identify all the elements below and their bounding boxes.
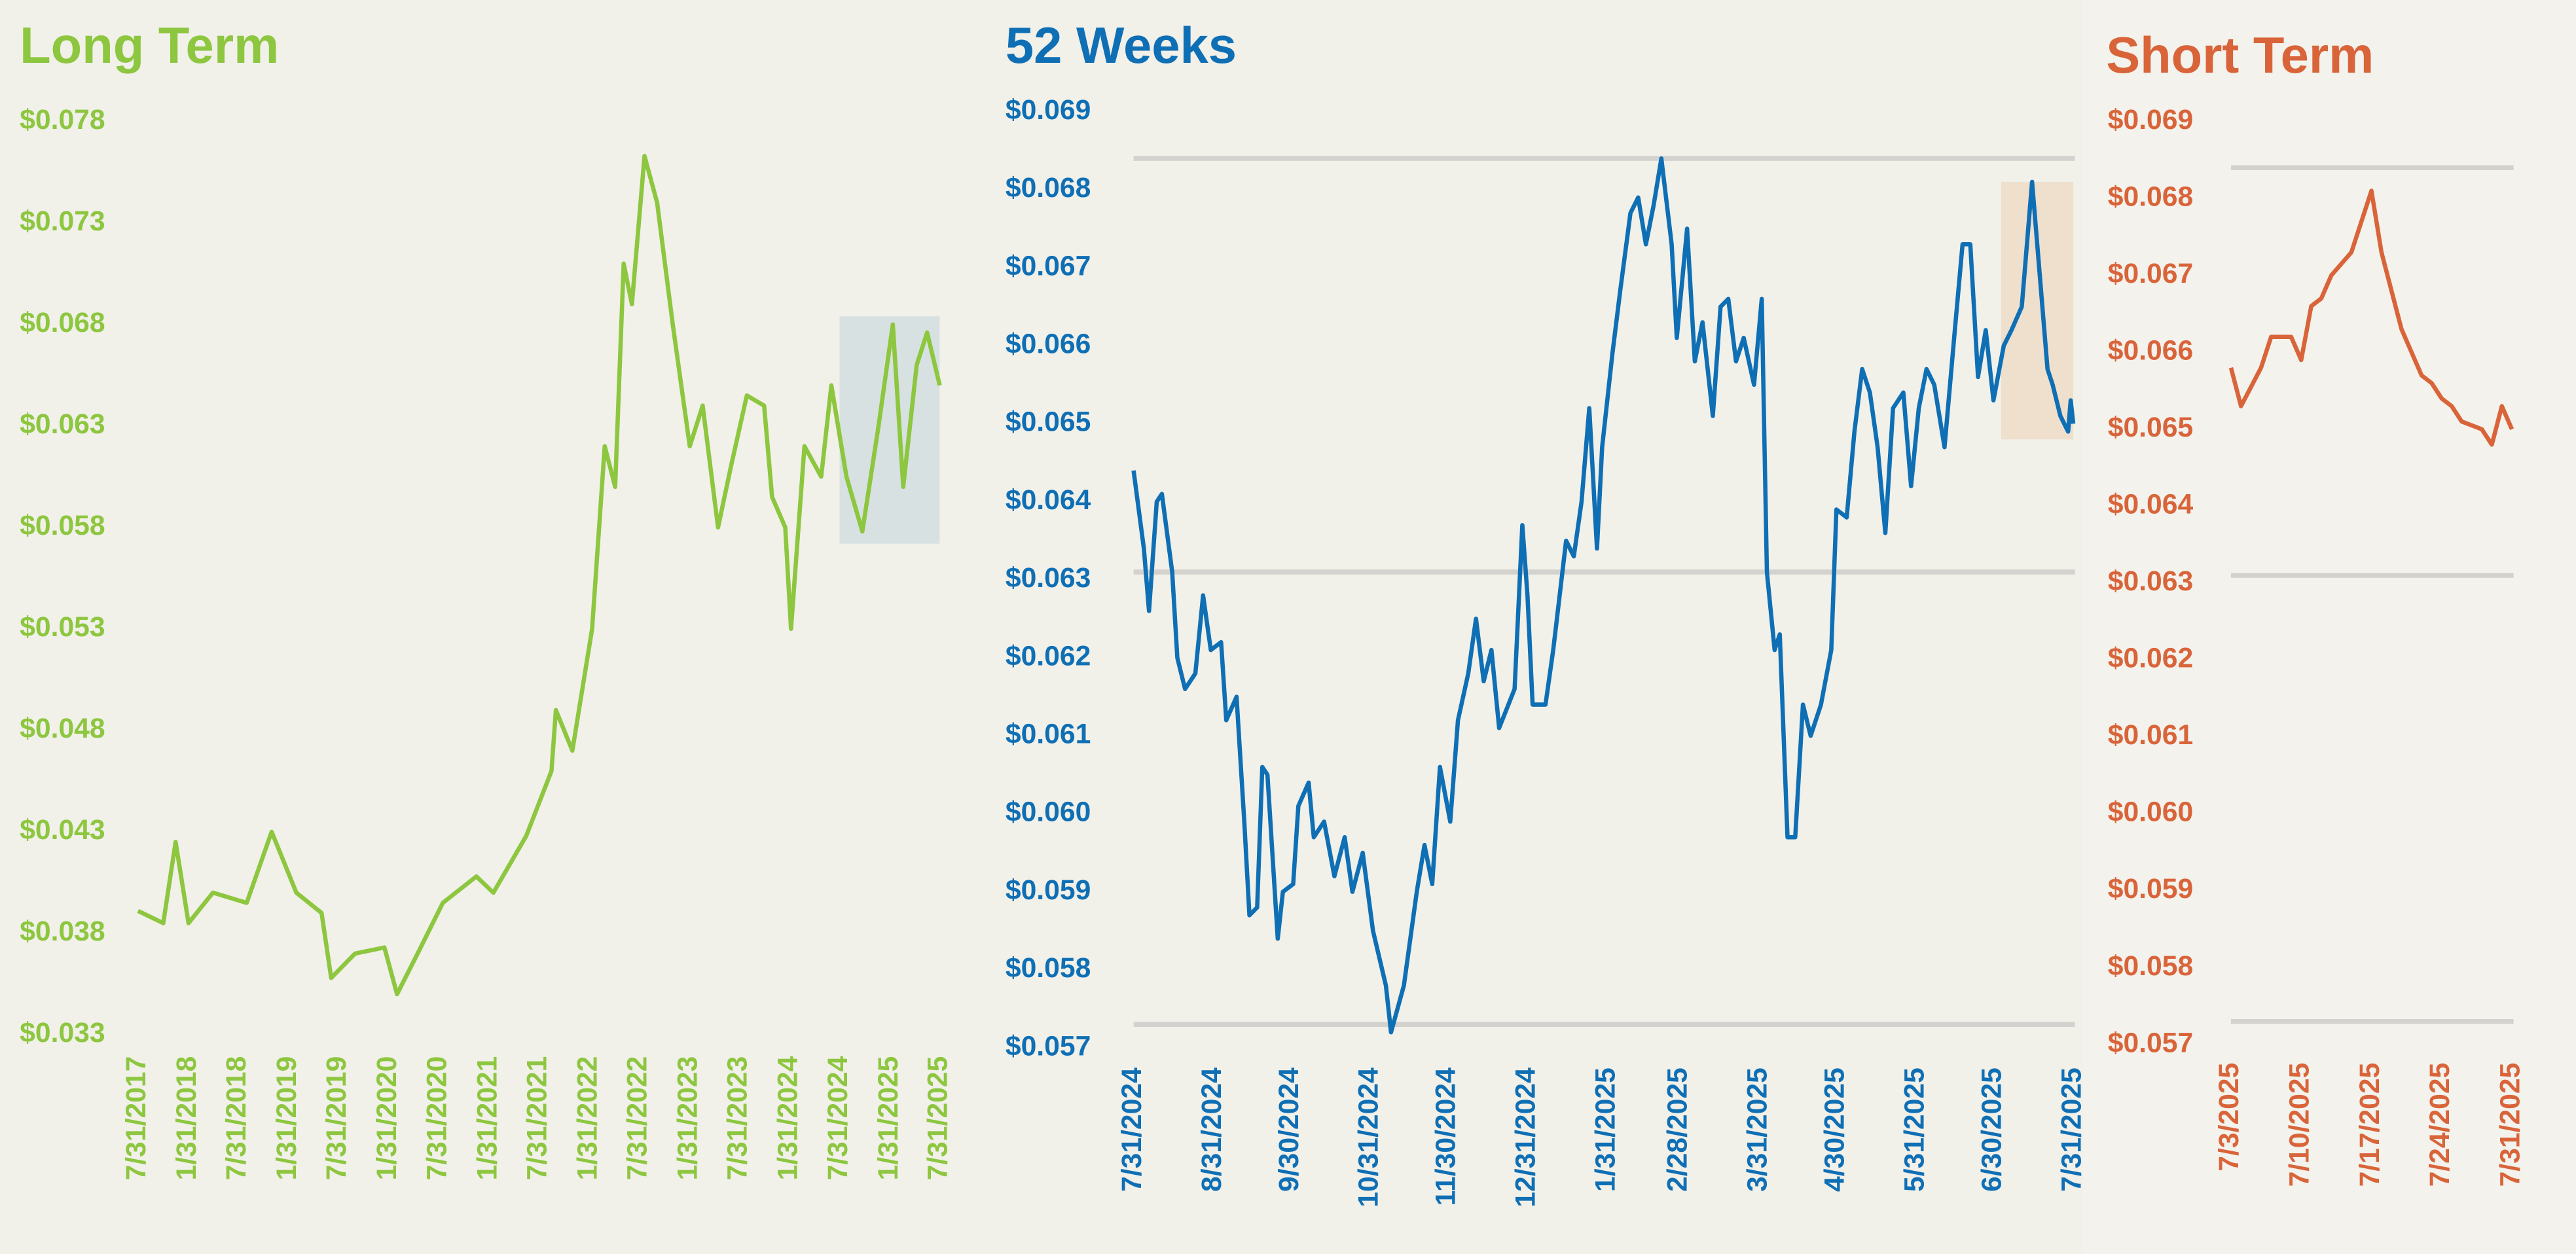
y-tick-label: $0.068	[2108, 181, 2193, 212]
y-tick-label: $0.069	[2108, 104, 2193, 135]
x-tick-label: 1/31/2021	[472, 1056, 503, 1181]
x-tick-label: 7/31/2018	[221, 1056, 252, 1181]
y-tick-label: $0.061	[2108, 719, 2193, 751]
y-tick-label: $0.066	[2108, 335, 2193, 367]
x-tick-label: 12/31/2024	[1510, 1067, 1542, 1208]
x-tick-label: 7/31/2021	[521, 1056, 553, 1181]
y-tick-label: $0.038	[20, 916, 105, 947]
x-tick-label: 7/31/2024	[1116, 1067, 1148, 1192]
x-tick-label: 3/31/2025	[1742, 1067, 1773, 1192]
y-tick-label: $0.062	[2108, 643, 2193, 674]
chart-title: Long Term	[20, 18, 279, 74]
y-tick-label: $0.064	[1006, 484, 1091, 516]
price-line	[1131, 156, 2076, 1035]
x-tick-label: 8/31/2024	[1196, 1067, 1227, 1192]
y-tick-label: $0.065	[1006, 406, 1091, 438]
x-tick-label: 9/30/2024	[1273, 1067, 1305, 1192]
y-tick-label: $0.033	[20, 1017, 105, 1048]
panel-background	[2083, 0, 2576, 1254]
y-tick-label: $0.062	[1006, 640, 1091, 672]
chart-title: Short Term	[2106, 27, 2374, 84]
x-tick-label: 7/17/2025	[2354, 1063, 2386, 1187]
x-tick-label: 7/31/2025	[2494, 1063, 2526, 1187]
y-tick-label: $0.043	[20, 814, 105, 846]
x-tick-label: 1/31/2022	[572, 1056, 604, 1181]
y-tick-label: $0.063	[2108, 565, 2193, 597]
y-tick-label: $0.048	[20, 713, 105, 744]
y-tick-label: $0.069	[1006, 94, 1091, 126]
chart-title: 52 Weeks	[1006, 18, 1237, 74]
x-tick-label: 1/31/2025	[873, 1056, 904, 1181]
y-tick-label: $0.060	[1006, 797, 1091, 828]
x-tick-label: 1/31/2019	[271, 1056, 302, 1181]
y-tick-label: $0.064	[2108, 489, 2194, 520]
y-tick-label: $0.067	[1006, 250, 1091, 281]
x-tick-label: 7/10/2025	[2283, 1063, 2315, 1187]
y-tick-label: $0.058	[1006, 952, 1091, 984]
y-tick-label: $0.073	[20, 206, 105, 237]
x-tick-label: 7/31/2025	[922, 1056, 954, 1181]
x-tick-label: 1/31/2020	[371, 1056, 403, 1181]
x-tick-label: 6/30/2025	[1976, 1067, 2007, 1192]
x-tick-label: 10/31/2024	[1353, 1067, 1385, 1208]
x-tick-label: 7/31/2019	[321, 1056, 352, 1181]
x-tick-label: 7/24/2025	[2424, 1063, 2456, 1187]
y-tick-label: $0.066	[1006, 329, 1091, 360]
x-tick-label: 1/31/2024	[772, 1056, 804, 1180]
y-tick-label: $0.068	[20, 307, 105, 338]
x-tick-label: 7/31/2024	[822, 1056, 854, 1180]
y-tick-label: $0.065	[2108, 412, 2193, 443]
x-tick-label: 2/28/2025	[1662, 1067, 1694, 1192]
y-tick-label: $0.058	[20, 510, 105, 541]
y-tick-label: $0.063	[1006, 562, 1091, 594]
y-tick-label: $0.057	[1006, 1030, 1091, 1062]
x-tick-label: 7/31/2020	[421, 1056, 452, 1181]
x-tick-label: 4/30/2025	[1819, 1067, 1850, 1192]
x-tick-label: 11/30/2024	[1430, 1067, 1462, 1206]
y-tick-label: $0.053	[20, 611, 105, 643]
y-tick-label: $0.063	[20, 408, 105, 440]
y-tick-label: $0.068	[1006, 172, 1091, 204]
x-tick-label: 7/31/2022	[621, 1056, 653, 1181]
x-tick-label: 1/31/2025	[1589, 1067, 1621, 1192]
price-line	[137, 154, 942, 997]
x-tick-label: 1/31/2023	[672, 1056, 704, 1181]
y-tick-label: $0.058	[2108, 950, 2193, 982]
x-tick-label: 7/31/2023	[721, 1056, 753, 1181]
y-tick-label: $0.059	[2108, 873, 2193, 905]
y-tick-label: $0.067	[2108, 258, 2193, 289]
x-tick-label: 7/31/2025	[2056, 1067, 2087, 1192]
price-line	[2228, 188, 2514, 447]
x-tick-label: 5/31/2025	[1898, 1067, 1930, 1192]
x-tick-label: 7/31/2017	[120, 1056, 152, 1181]
y-tick-label: $0.057	[2108, 1027, 2193, 1058]
y-tick-label: $0.059	[1006, 874, 1091, 906]
y-tick-label: $0.078	[20, 104, 105, 135]
y-tick-label: $0.061	[1006, 719, 1091, 750]
x-tick-label: 1/31/2018	[171, 1056, 202, 1181]
y-tick-label: $0.060	[2108, 797, 2193, 828]
x-tick-label: 7/3/2025	[2213, 1063, 2245, 1172]
